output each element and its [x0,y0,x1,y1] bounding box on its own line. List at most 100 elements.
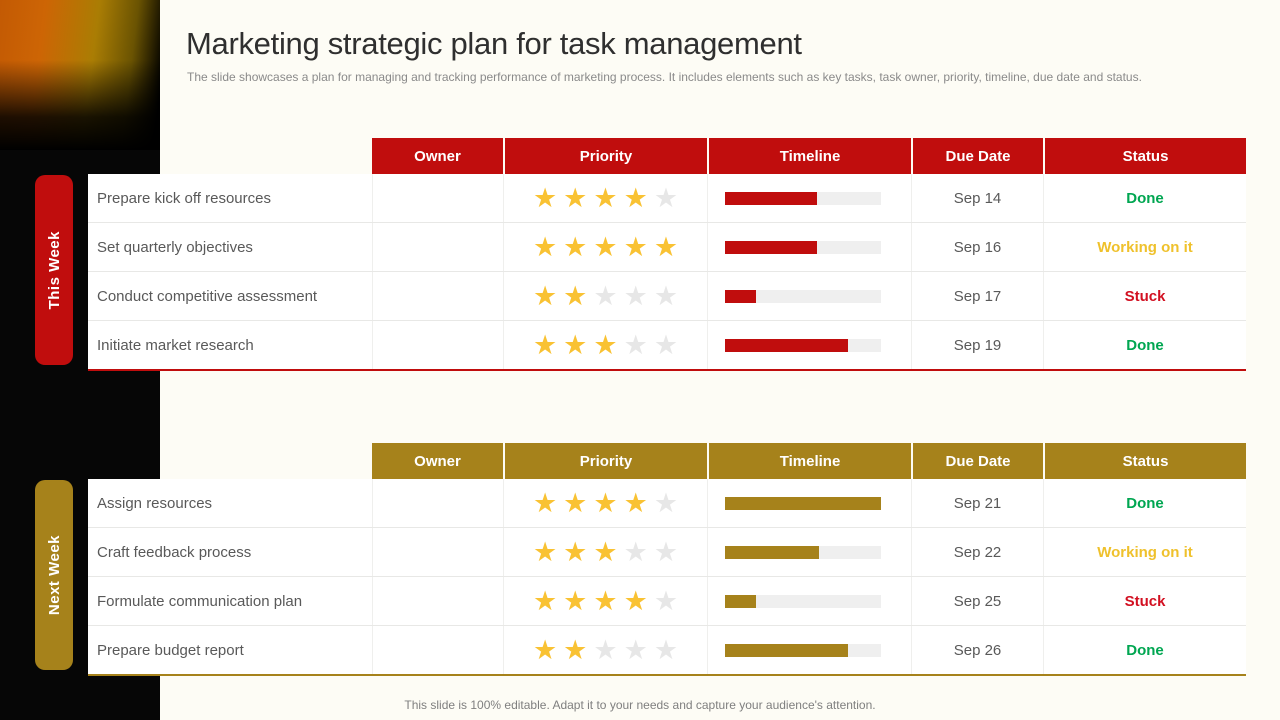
star-icon-filled: ★ [593,231,618,262]
timeline-progressbar [725,289,881,303]
week-section-this-week: This Week Owner Priority Timeline Due Date St… [0,138,1280,371]
status-label: Done [1043,479,1246,527]
table-row: Initiate market research ★ ★ ★ ★ ★ Sep 19 Done [88,321,1246,369]
star-icon-filled: ★ [563,585,588,616]
star-icon-empty: ★ [623,634,648,665]
due-date-cell: Sep 16 [911,223,1043,271]
column-header-status: Status [1043,138,1246,174]
star-icon-filled: ★ [563,634,588,665]
owner-cell [372,174,503,222]
task-name-cell: Assign resources [97,494,213,512]
star-icon-empty: ★ [593,634,618,665]
slide-subtitle: The slide showcases a plan for managing … [187,70,1142,84]
star-icon-filled: ★ [623,487,648,518]
table-header-row: Owner Priority Timeline Due Date Status [372,138,1246,174]
priority-stars: ★ ★ ★ ★ ★ [530,536,681,567]
priority-stars: ★ ★ ★ ★ ★ [530,182,681,213]
column-header-priority: Priority [503,443,707,479]
timeline-cell [707,528,911,576]
status-label: Done [1043,321,1246,369]
status-label: Working on it [1043,528,1246,576]
star-icon-filled: ★ [532,329,558,360]
star-icon-filled: ★ [532,536,558,567]
column-header-due-date: Due Date [911,443,1043,479]
star-icon-filled: ★ [593,585,618,616]
timeline-progress-fill [725,191,818,205]
star-icon-empty: ★ [653,585,679,616]
timeline-cell [707,626,911,674]
owner-cell [372,321,503,369]
priority-stars: ★ ★ ★ ★ ★ [530,329,681,360]
timeline-cell [707,479,911,527]
timeline-cell [707,272,911,320]
column-header-status: Status [1043,443,1246,479]
column-header-owner: Owner [372,443,503,479]
star-icon-filled: ★ [532,231,558,262]
star-icon-filled: ★ [532,487,558,518]
timeline-cell [707,174,911,222]
due-date-cell: Sep 17 [911,272,1043,320]
status-label: Stuck [1043,272,1246,320]
task-name-cell: Prepare budget report [97,641,244,659]
table-row: Formulate communication plan ★ ★ ★ ★ ★ Sep 25 S… [88,577,1246,626]
table-row: Set quarterly objectives ★ ★ ★ ★ ★ Sep 16 Worki… [88,223,1246,272]
week-section-next-week: Next Week Owner Priority Timeline Due Date St… [0,443,1280,676]
footer-note: This slide is 100% editable. Adapt it to… [404,698,876,712]
table-row: Craft feedback process ★ ★ ★ ★ ★ Sep 22 Working… [88,528,1246,577]
section-tab-label: This Week [45,230,63,310]
timeline-progress-fill [725,594,757,608]
table-row: Conduct competitive assessment ★ ★ ★ ★ ★ Sep 1… [88,272,1246,321]
timeline-cell [707,321,911,369]
star-icon-filled: ★ [593,487,618,518]
task-name-cell: Initiate market research [97,336,254,354]
timeline-progressbar [725,496,881,510]
timeline-progressbar [725,338,881,352]
priority-stars: ★ ★ ★ ★ ★ [530,585,681,616]
timeline-cell [707,223,911,271]
table-row: Assign resources ★ ★ ★ ★ ★ Sep 21 Done [88,479,1246,528]
priority-cell: ★ ★ ★ ★ ★ [503,174,707,222]
due-date-cell: Sep 14 [911,174,1043,222]
star-icon-empty: ★ [653,487,679,518]
star-icon-empty: ★ [653,280,679,311]
slide-title: Marketing strategic plan for task manage… [186,26,802,61]
timeline-progress-fill [725,545,819,559]
owner-cell [372,528,503,576]
timeline-progress-fill [725,643,849,657]
table-row: Prepare kick off resources ★ ★ ★ ★ ★ Sep 14 Don… [88,174,1246,223]
table-header-row: Owner Priority Timeline Due Date Status [372,443,1246,479]
timeline-cell [707,577,911,625]
status-label: Working on it [1043,223,1246,271]
star-icon-empty: ★ [623,536,648,567]
priority-cell: ★ ★ ★ ★ ★ [503,223,707,271]
priority-stars: ★ ★ ★ ★ ★ [530,487,681,518]
section-tab-label: Next Week [45,534,63,616]
star-icon-filled: ★ [532,182,558,213]
star-icon-filled: ★ [563,231,588,262]
star-icon-filled: ★ [623,585,648,616]
star-icon-filled: ★ [653,231,679,262]
star-icon-empty: ★ [653,536,679,567]
owner-cell [372,223,503,271]
column-header-timeline: Timeline [707,443,911,479]
timeline-progress-fill [725,240,818,254]
star-icon-empty: ★ [653,329,679,360]
star-icon-filled: ★ [532,585,558,616]
star-icon-filled: ★ [623,231,648,262]
star-icon-empty: ★ [623,280,648,311]
priority-cell: ★ ★ ★ ★ ★ [503,272,707,320]
status-label: Done [1043,174,1246,222]
timeline-progressbar [725,191,881,205]
column-header-priority: Priority [503,138,707,174]
star-icon-filled: ★ [563,280,588,311]
priority-cell: ★ ★ ★ ★ ★ [503,321,707,369]
star-icon-filled: ★ [532,634,558,665]
column-header-due-date: Due Date [911,138,1043,174]
owner-cell [372,272,503,320]
timeline-progressbar [725,594,881,608]
section-tab-this-week: This Week [35,175,73,365]
priority-stars: ★ ★ ★ ★ ★ [530,634,681,665]
owner-cell [372,479,503,527]
star-icon-empty: ★ [653,634,679,665]
table-row: Prepare budget report ★ ★ ★ ★ ★ Sep 26 Done [88,626,1246,674]
